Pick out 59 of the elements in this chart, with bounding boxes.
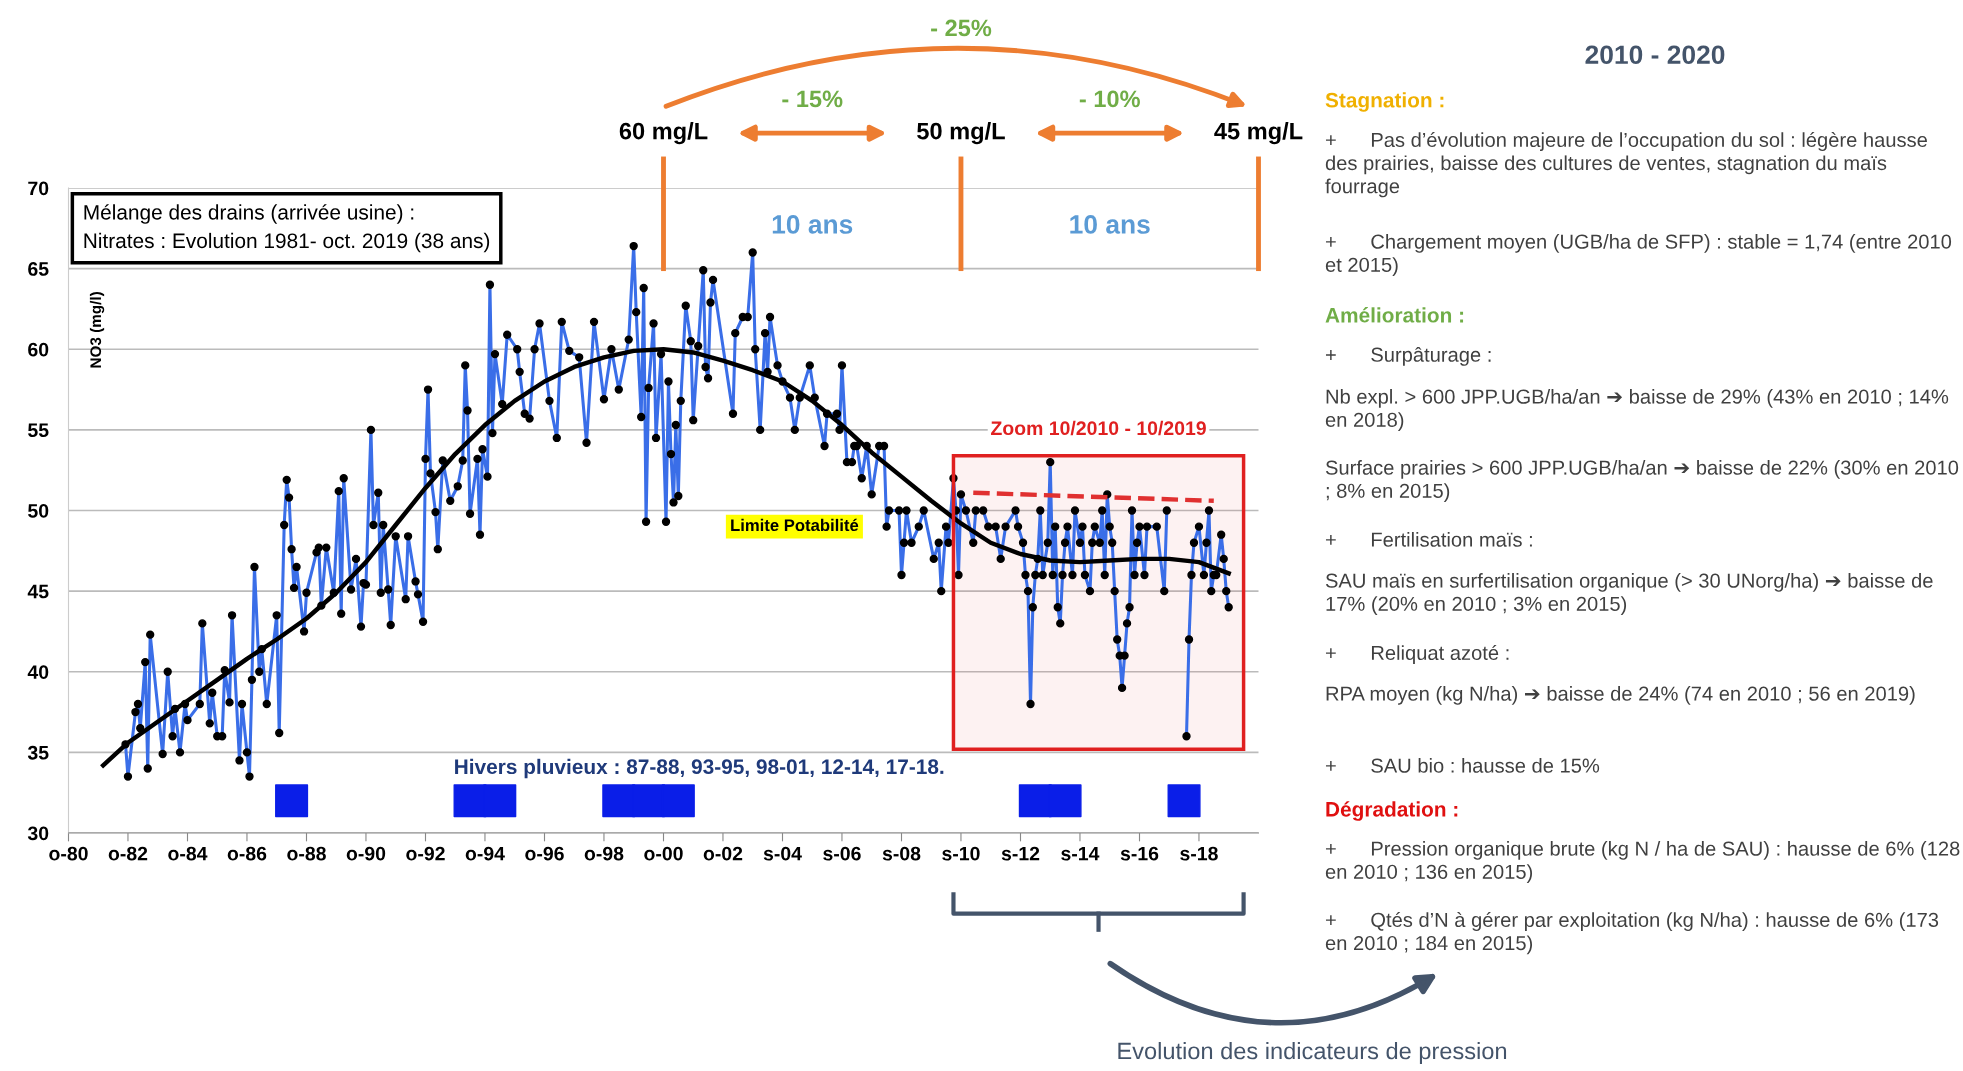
- x-tick-label: o-84: [168, 846, 208, 861]
- x-tick-label: s-06: [823, 846, 861, 861]
- text: + Pas d’évolution majeure de l’occupation du sol : légère hausse des prairies, baisse des cultures de ventes, stagnation du maïs fourrage: [1325, 132, 1927, 198]
- band-label: Zoom 10/2010 - 10/2019: [991, 420, 1206, 436]
- y-tick-label: 50: [28, 503, 49, 518]
- text: Amélioration :: [1325, 307, 1464, 323]
- x-tick-label: o-94: [465, 846, 505, 861]
- y-tick-label: 30: [27, 826, 49, 841]
- x-tick-label: o-02: [703, 846, 743, 861]
- text: Evolution des indicateurs de pression: [1118, 1041, 1507, 1065]
- x-tick-label: s-16: [1120, 846, 1159, 861]
- x-tick-label: o-98: [584, 846, 624, 861]
- y-tick-label: 60: [28, 342, 49, 357]
- x-tick-label: s-10: [942, 846, 980, 861]
- text: - 10%: [1079, 90, 1140, 108]
- x-tick-label: o-86: [227, 846, 267, 861]
- text: Dégradation :: [1326, 801, 1458, 821]
- text: + Reliquat azoté :: [1325, 645, 1509, 665]
- text: + Pression organique brute (kg N / ha de SAU) : hausse de 6% (128 en 2010 ; 136 en 2015): [1325, 841, 1960, 883]
- x-tick-label: s-18: [1180, 846, 1218, 861]
- text: + Surpâturage :: [1325, 347, 1491, 366]
- x-tick-label: o-92: [406, 846, 445, 861]
- text: Nb expl. > 600 JPP.UGB/ha/an ➔ baisse de 29% (43% en 2010 ; 14% en 2018): [1325, 389, 1949, 431]
- y-tick-label: 40: [27, 665, 49, 679]
- x-tick-label: s-14: [1061, 846, 1100, 861]
- text: - 25%: [931, 19, 992, 37]
- text: Mélange des drains (arrivée usine) : Nitrates : Evolution 1981- oct. 2019 (38 ans): [84, 204, 490, 253]
- text: Stagnation :: [1325, 92, 1444, 112]
- ref-line-label: 60 mg/L: [619, 122, 708, 145]
- text: + Qtés d’N à gérer par exploitation (kg N/ha) : hausse de 6% (173 en 2010 ; 184 en 2015): [1325, 912, 1939, 955]
- x-tick-label: o-96: [525, 846, 564, 861]
- annotation: Limite Potabilité: [731, 518, 859, 532]
- y-tick-label: 70: [28, 181, 49, 196]
- x-tick-label: o-88: [287, 846, 326, 861]
- x-tick-label: s-04: [763, 846, 802, 861]
- text: + SAU bio : hausse de 15%: [1325, 758, 1600, 773]
- y-tick-label: 55: [28, 423, 49, 438]
- annotation: 10 ans: [772, 215, 853, 234]
- text: RPA moyen (kg N/ha) ➔ baisse de 24% (74 en 2010 ; 56 en 2019): [1326, 686, 1915, 705]
- text: + Chargement moyen (UGB/ha de SFP) : stable = 1,74 (entre 2010 et 2015): [1325, 234, 1952, 276]
- x-tick-label: o-82: [108, 846, 148, 861]
- y-axis-title: NO3 (mg/l): [89, 292, 105, 368]
- x-tick-label: s-12: [1001, 846, 1040, 861]
- text: 2010 - 2020: [1585, 45, 1725, 65]
- x-tick-label: s-08: [882, 846, 921, 861]
- annotation: Hivers pluvieux : 87-88, 93-95, 98-01, 12-14, 17-18.: [455, 758, 944, 779]
- annotation: 10 ans: [1070, 215, 1150, 234]
- x-tick-label: o-80: [49, 846, 88, 861]
- y-tick-label: 45: [27, 584, 49, 599]
- text: + Fertilisation maïs :: [1325, 532, 1532, 547]
- text: SAU maïs en surfertilisation organique (> 30 UNorg/ha) ➔ baisse de 17% (20% en 2010 ; 3% en 2015): [1325, 573, 1933, 615]
- y-tick-label: 65: [28, 262, 49, 276]
- x-tick-label: o-00: [644, 846, 683, 861]
- text: Surface prairies > 600 JPP.UGB/ha/an ➔ baisse de 22% (30% en 2010 ; 8% en 2015): [1325, 460, 1959, 502]
- text: - 15%: [782, 90, 843, 108]
- y-tick-label: 35: [27, 745, 49, 760]
- x-tick-label: o-90: [346, 846, 386, 861]
- ref-line-label: 45 mg/L: [1214, 122, 1303, 145]
- ref-line-label: 50 mg/L: [917, 122, 1005, 145]
